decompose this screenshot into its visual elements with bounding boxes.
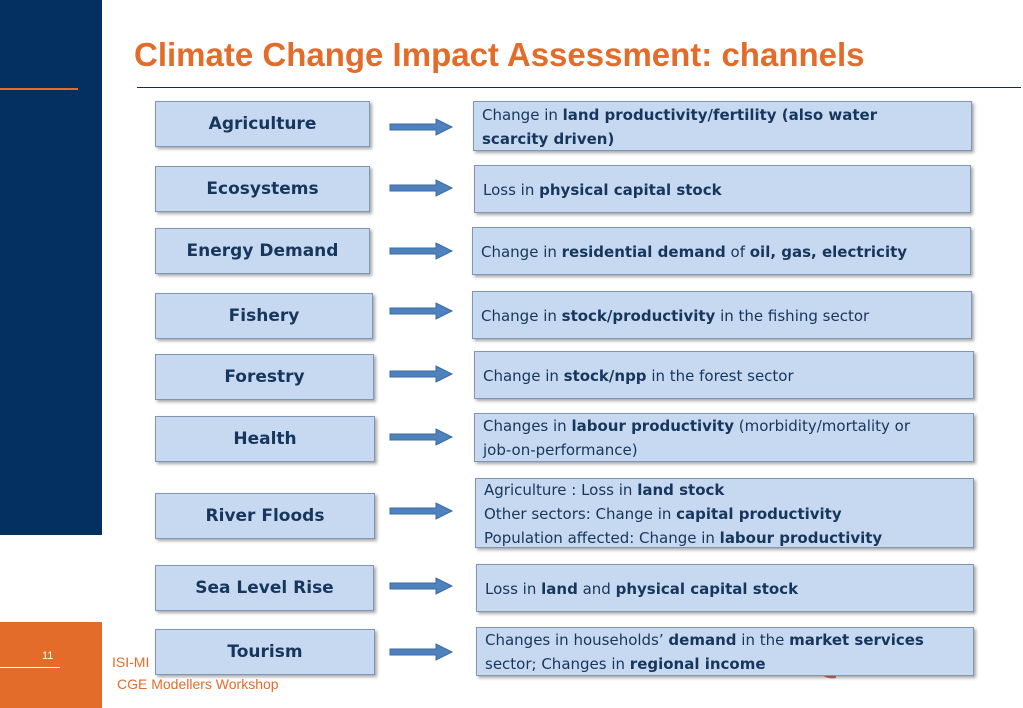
impact-text: Change in — [481, 306, 562, 325]
impact-emphasis: stock/npp — [563, 366, 647, 385]
impact-box: Change in land productivity/fertility (a… — [473, 101, 972, 151]
impact-emphasis: scarcity driven) — [482, 129, 615, 148]
impact-text: Other sectors: Change in — [484, 504, 677, 523]
impact-line: Change in stock/npp in the forest sector — [483, 364, 965, 388]
footer-line-1: ISI-MI — [112, 654, 150, 670]
page-number: 11 — [42, 650, 54, 662]
impact-text: in the forest sector — [646, 366, 794, 385]
impact-text: Loss in — [485, 579, 542, 598]
sector-box-ecosystems: Ecosystems — [155, 166, 370, 212]
impact-box: Loss in land and physical capital stock — [476, 564, 974, 612]
impact-line: Change in stock/productivity in the fish… — [481, 304, 963, 328]
impact-text: of — [725, 242, 750, 261]
impact-line: scarcity driven) — [482, 127, 963, 151]
impact-text: in the fishing sector — [715, 306, 870, 325]
impact-line: Change in residential demand of oil, gas… — [481, 240, 962, 264]
footer-line-2: CGE Modellers Workshop — [117, 676, 279, 692]
impact-emphasis: regional income — [629, 655, 766, 673]
impact-box: Changes in labour productivity (morbidit… — [474, 413, 974, 462]
impact-emphasis: capital productivity — [676, 504, 842, 523]
impact-emphasis: labour productivity — [719, 528, 883, 547]
right-arrow-icon — [389, 643, 454, 661]
impact-line: Change in land productivity/fertility (a… — [482, 103, 963, 127]
impact-emphasis: land — [541, 579, 578, 598]
impact-line: Population affected: Change in labour pr… — [484, 526, 965, 550]
impact-line: Loss in physical capital stock — [483, 178, 962, 202]
impact-text: Changes in households’ — [485, 631, 669, 649]
impact-text: Loss in — [483, 180, 540, 199]
footer-orange-block — [0, 622, 102, 708]
sector-box-health: Health — [155, 416, 375, 462]
impact-text: and — [577, 579, 616, 598]
impact-emphasis: land productivity/fertility (also water — [562, 105, 878, 124]
impact-emphasis: oil, gas, electricity — [749, 242, 908, 261]
impact-text: Population affected: Change in — [484, 528, 720, 547]
impact-box: Change in stock/npp in the forest sector — [474, 351, 974, 399]
impact-emphasis: stock/productivity — [561, 306, 716, 325]
right-arrow-icon — [389, 365, 454, 383]
sector-box-forestry: Forestry — [155, 354, 374, 400]
right-arrow-icon — [389, 502, 454, 520]
impact-emphasis: labour productivity — [571, 417, 735, 435]
impact-emphasis: physical capital stock — [539, 180, 722, 199]
page-title: Climate Change Impact Assessment: channe… — [134, 36, 865, 73]
impact-box: Change in residential demand of oil, gas… — [472, 227, 971, 275]
impact-line: job-on-performance) — [483, 438, 965, 462]
impact-text: Changes in — [483, 417, 572, 435]
impact-text: job-on-performance) — [483, 441, 638, 459]
impact-box: Changes in households’ demand in the mar… — [476, 627, 974, 676]
right-arrow-icon — [389, 118, 454, 136]
right-arrow-icon — [389, 428, 454, 446]
right-arrow-icon — [389, 302, 454, 320]
right-arrow-icon — [389, 179, 454, 197]
impact-emphasis: land stock — [637, 480, 725, 499]
impact-emphasis: physical capital stock — [615, 579, 799, 598]
sector-box-energy-demand: Energy Demand — [155, 228, 370, 274]
title-underline — [137, 87, 1021, 88]
impact-text: (morbidity/mortality or — [734, 417, 911, 435]
impact-box: Change in stock/productivity in the fish… — [472, 291, 972, 339]
sector-box-agriculture: Agriculture — [155, 101, 370, 147]
sector-box-fishery: Fishery — [155, 293, 373, 339]
sector-box-tourism: Tourism — [155, 629, 375, 675]
impact-line: sector; Changes in regional income — [485, 652, 965, 676]
impact-text: Change in — [481, 242, 562, 261]
sidebar-accent-line — [0, 88, 78, 90]
impact-line: Agriculture : Loss in land stock — [484, 478, 965, 502]
impact-box: Loss in physical capital stock — [474, 165, 971, 213]
footer-divider — [0, 667, 60, 668]
right-arrow-icon — [389, 242, 454, 260]
impact-text: Change in — [483, 366, 564, 385]
right-arrow-icon — [389, 577, 454, 595]
impact-text: in the — [736, 631, 790, 649]
sidebar-navy-band — [0, 0, 102, 535]
impact-emphasis: market services — [789, 631, 924, 649]
impact-text: Change in — [482, 105, 563, 124]
impact-emphasis: residential demand — [561, 242, 726, 261]
impact-line: Loss in land and physical capital stock — [485, 577, 965, 601]
sector-box-river-floods: River Floods — [155, 493, 375, 539]
impact-text: sector; Changes in — [485, 655, 630, 673]
impact-line: Changes in labour productivity (morbidit… — [483, 414, 965, 438]
impact-emphasis: demand — [668, 631, 737, 649]
impact-line: Other sectors: Change in capital product… — [484, 502, 965, 526]
sector-box-sea-level-rise: Sea Level Rise — [155, 565, 374, 611]
impact-box: Agriculture : Loss in land stock Other se… — [475, 478, 974, 548]
impact-text: Agriculture : Loss in — [484, 480, 638, 499]
impact-line: Changes in households’ demand in the mar… — [485, 628, 965, 652]
